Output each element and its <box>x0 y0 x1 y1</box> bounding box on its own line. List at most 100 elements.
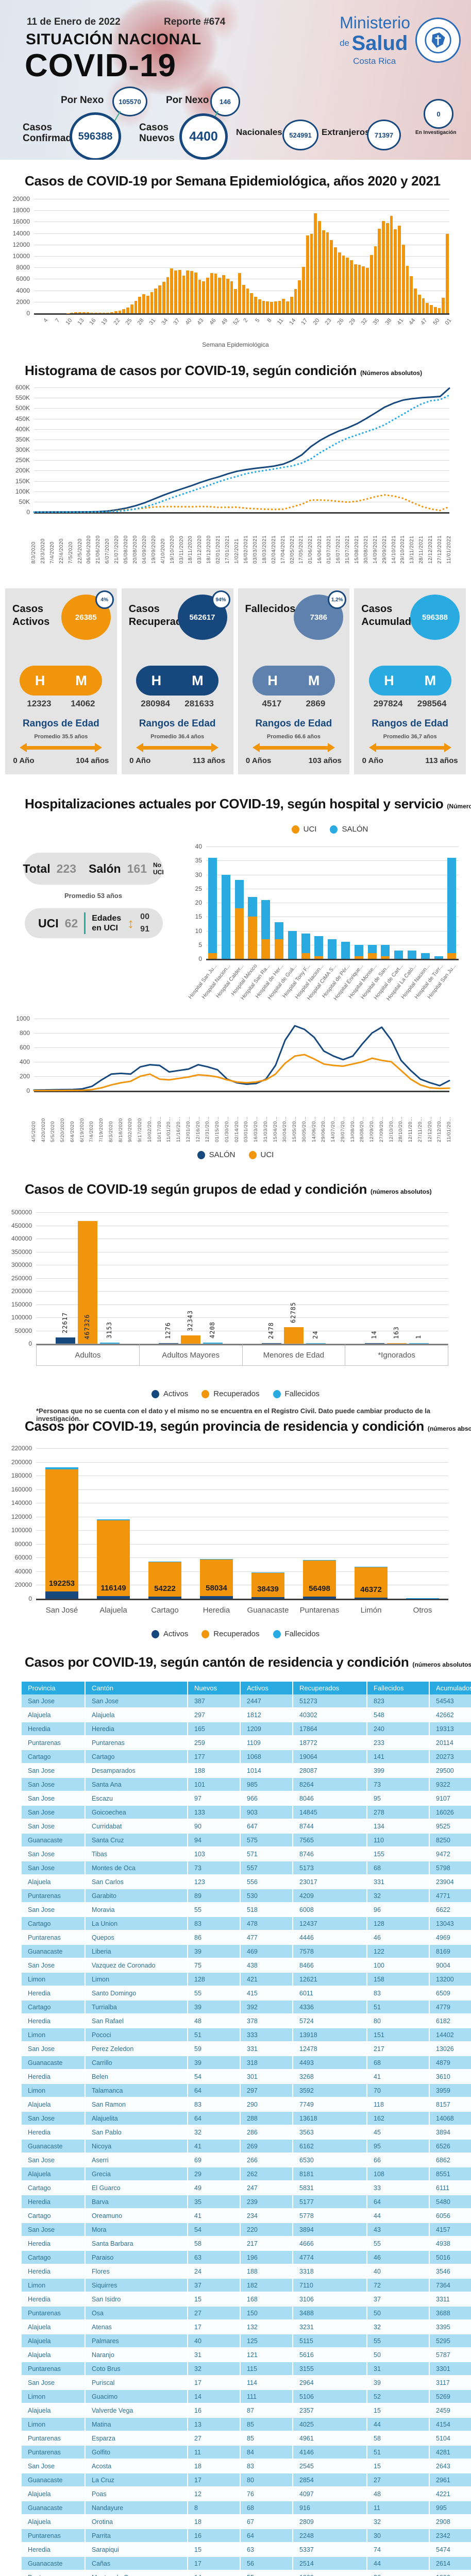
trend-tick-label: 10/17/20... <box>156 1116 162 1142</box>
table-cell: 64 <box>367 2195 430 2209</box>
week-bar <box>330 240 333 313</box>
y-axis-label: 400K <box>15 425 30 433</box>
table-cell: 7578 <box>293 1944 367 1959</box>
table-cell: 55 <box>188 1903 241 1917</box>
y-axis-label: 160000 <box>11 1485 32 1493</box>
week-tick-label: 14 <box>288 317 297 327</box>
week-tick-label: 47 <box>419 317 429 327</box>
table-row: Heredia San Rafael 48 378 5724 80 6182 <box>22 2014 471 2028</box>
table-cell: 8046 <box>293 1791 367 1806</box>
table-cell: 64 <box>188 2111 241 2126</box>
table-cell: Alajuela <box>22 2403 86 2418</box>
percent-badge: 4% <box>95 590 114 609</box>
table-cell: 4879 <box>429 2056 471 2070</box>
table-cell: 12 <box>188 2487 241 2501</box>
table-row: San Jose Escazu 97 966 8046 95 9107 <box>22 1791 471 1806</box>
table-row: San Jose Desamparados 188 1014 28087 399 29500 <box>22 1764 471 1778</box>
legend-label: Activos <box>163 1389 189 1398</box>
weekly-bar-chart: 0 2000 4000 6000 8000 10000 12000 14000 16000 180… <box>0 160 471 355</box>
arrow-left <box>20 743 27 752</box>
trend-tick-label: 12/01/20... <box>185 1116 191 1142</box>
y-axis-label: 350K <box>15 435 30 443</box>
column-header-nuevos: Nuevos <box>188 1682 241 1694</box>
week-tick-label: 38 <box>384 317 393 327</box>
province-bar-fallecidos <box>406 1598 439 1599</box>
week-bar <box>206 278 209 313</box>
table-cell: 4146 <box>293 2445 367 2460</box>
table-cell: 5177 <box>293 2195 367 2209</box>
trend-tick-label: 31/03/20... <box>262 1116 268 1142</box>
week-bar <box>222 275 225 313</box>
y-axis-label: 800 <box>19 1029 30 1037</box>
m-value: 298564 <box>417 699 447 708</box>
table-cell: Cartago <box>22 2250 86 2265</box>
y-axis-label: 5 <box>198 941 202 948</box>
table-cell: 52 <box>367 2389 430 2404</box>
age-title-note: (números absolutos) <box>370 1188 432 1195</box>
table-cell: 162 <box>367 2111 430 2126</box>
week-tick-label: 28 <box>136 317 145 327</box>
trend-tick-label: 6/19/2020 <box>79 1118 85 1142</box>
table-cell: 27 <box>188 2431 241 2446</box>
legend-label: Fallecidos <box>284 1630 320 1638</box>
y-axis-label: 8000 <box>16 264 30 272</box>
trend-tick-label: 12/10/20... <box>388 1116 394 1142</box>
table-cell: 128 <box>188 1972 241 1987</box>
table-cell: 995 <box>429 2501 471 2515</box>
table-cell: 259 <box>188 1736 241 1750</box>
table-cell: 188 <box>188 1764 241 1778</box>
table-cell: 66 <box>367 2153 430 2167</box>
table-row: Puntarenas Coto Brus 32 115 3155 31 3301 <box>22 2362 471 2376</box>
age-bar-value: 1276 <box>164 1322 172 1339</box>
week-bar <box>150 292 154 313</box>
trend-tick-label: 12/12/20... <box>427 1116 433 1142</box>
table-cell: 54 <box>188 2070 241 2084</box>
province-tick-label: Heredia <box>203 1606 230 1615</box>
y-axis-label: 400000 <box>11 1235 32 1242</box>
table-cell: Pococi <box>85 2028 188 2042</box>
table-row: Heredia Sarapiqui 15 63 5337 74 5474 <box>22 2543 471 2557</box>
table-row: Heredia Santa Barbara 58 217 4666 55 4938 <box>22 2236 471 2251</box>
table-cell: 6056 <box>429 2209 471 2223</box>
edades-line1: Edades <box>92 913 122 923</box>
trend-tick-label: 29/07/20... <box>340 1116 346 1142</box>
age-footnote: *Personas que no se cuenta con el dato y… <box>36 1407 431 1422</box>
table-cell: 58 <box>367 2431 430 2446</box>
table-cell: 87 <box>240 2403 293 2418</box>
week-tick-label: 4 <box>42 317 49 324</box>
table-cell: 575 <box>240 1833 293 1848</box>
week-bar <box>366 268 369 313</box>
table-cell: 63 <box>188 2250 241 2265</box>
table-cell: San Jose <box>22 1764 86 1778</box>
condition-histogram-section: Histograma de casos por COVID-19, según … <box>0 355 471 587</box>
y-axis-label: 16000 <box>12 218 30 226</box>
y-axis-label: 100K <box>15 487 30 495</box>
trend-tick-label: 9/17/2020 <box>137 1118 143 1142</box>
table-cell: 13618 <box>293 2111 367 2126</box>
week-bar <box>74 312 78 313</box>
week-bar <box>82 312 86 313</box>
trend-tick-label: 27/12/20... <box>436 1116 443 1142</box>
table-cell: 9525 <box>429 1819 471 1834</box>
legend-item: Recuperados <box>201 1389 260 1398</box>
table-cell: 4336 <box>293 2000 367 2014</box>
legend-label: Fallecidos <box>284 1389 320 1398</box>
y-axis-label: 0 <box>26 509 30 516</box>
hospital-bar-salón <box>328 939 337 959</box>
table-cell: 59 <box>188 2042 241 2056</box>
table-cell: 1068 <box>240 1750 293 1764</box>
trend-tick-label: 12/31/20... <box>205 1116 211 1142</box>
week-bar <box>414 289 417 313</box>
ministry-name-line1: Ministerio <box>340 13 410 32</box>
week-bar <box>134 300 138 313</box>
table-cell: 3894 <box>293 2223 367 2237</box>
table-cell: 5173 <box>293 1861 367 1875</box>
x-axis-line <box>34 1091 449 1092</box>
table-cell: 182 <box>240 2278 293 2293</box>
table-cell: 399 <box>367 1764 430 1778</box>
hospital-bar-salón <box>221 874 230 959</box>
total-value: 223 <box>56 861 76 875</box>
table-cell: Heredia <box>22 2292 86 2307</box>
age-bar-fallecidos <box>100 1343 120 1344</box>
